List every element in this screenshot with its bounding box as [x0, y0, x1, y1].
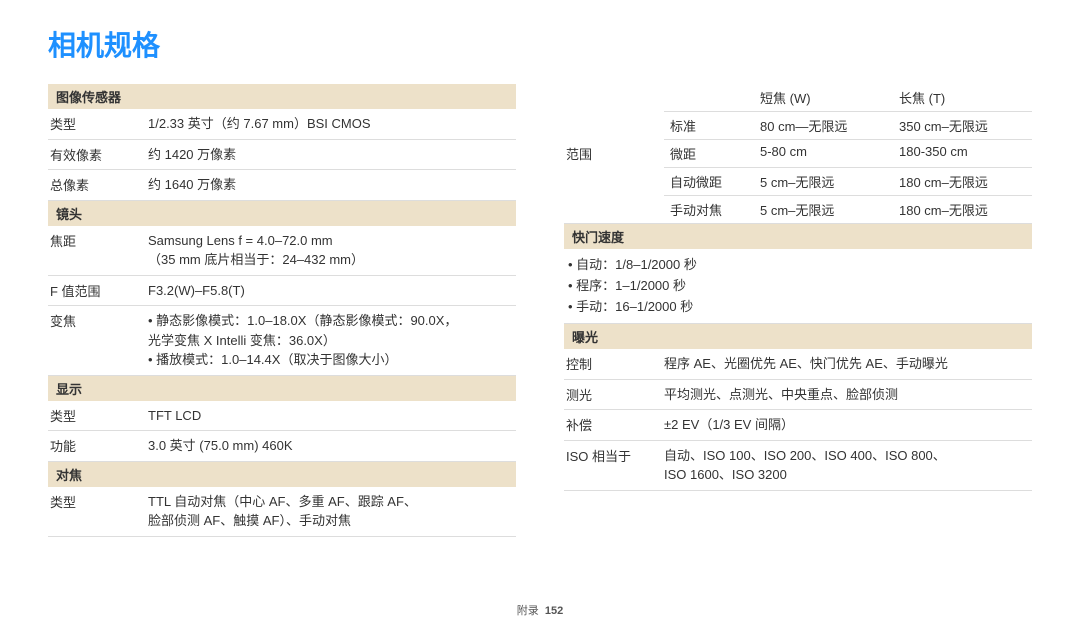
- spec-label: 测光: [564, 385, 664, 405]
- spec-value: 约 1640 万像素: [148, 175, 508, 195]
- spec-label: 类型: [48, 406, 148, 426]
- shutter-item: • 手动：16–1/2000 秒: [568, 297, 1032, 318]
- spec-row: 类型TTL 自动对焦（中心 AF、多重 AF、跟踪 AF、 脸部侦测 AF、触摸…: [48, 487, 516, 537]
- left-column: 图像传感器类型1/2.33 英寸（约 7.67 mm）BSI CMOS有效像素约…: [48, 84, 516, 537]
- spec-value: 1/2.33 英寸（约 7.67 mm）BSI CMOS: [148, 114, 508, 134]
- range-cell: 180 cm–无限远: [893, 168, 1032, 195]
- spec-value: 程序 AE、光圈优先 AE、快门优先 AE、手动曝光: [664, 354, 1024, 374]
- spec-value: F3.2(W)–F5.8(T): [148, 281, 508, 301]
- spec-label: F 值范围: [48, 281, 148, 301]
- section-header: 显示: [48, 376, 516, 401]
- spec-label: 变焦: [48, 311, 148, 370]
- spec-value: 平均测光、点测光、中央重点、脸部侦测: [664, 385, 1024, 405]
- spec-value: 3.0 英寸 (75.0 mm) 460K: [148, 436, 508, 456]
- spec-label: 控制: [564, 354, 664, 374]
- content-columns: 图像传感器类型1/2.33 英寸（约 7.67 mm）BSI CMOS有效像素约…: [48, 84, 1032, 537]
- section-header: 曝光: [564, 324, 1032, 349]
- range-cell: 手动对焦: [664, 196, 754, 223]
- section-header: 快门速度: [564, 224, 1032, 249]
- spec-value: TFT LCD: [148, 406, 508, 426]
- spec-label: 类型: [48, 492, 148, 531]
- spec-label: 功能: [48, 436, 148, 456]
- page-title: 相机规格: [48, 24, 1032, 64]
- spec-label: 总像素: [48, 175, 148, 195]
- range-cell: 5-80 cm: [754, 140, 893, 167]
- range-label: 范围: [564, 84, 664, 223]
- spec-row: 变焦• 静态影像模式：1.0–18.0X（静态影像模式：90.0X， 光学变焦 …: [48, 306, 516, 376]
- right-column: 范围 短焦 (W)长焦 (T) 标准80 cm—无限远350 cm–无限远微距5-8…: [564, 84, 1032, 537]
- section-header: 对焦: [48, 462, 516, 487]
- spec-row: 控制程序 AE、光圈优先 AE、快门优先 AE、手动曝光: [564, 349, 1032, 380]
- range-header-cell: [664, 84, 754, 111]
- shutter-item: • 自动：1/8–1/2000 秒: [568, 255, 1032, 276]
- spec-row: 功能3.0 英寸 (75.0 mm) 460K: [48, 431, 516, 462]
- spec-row: 类型TFT LCD: [48, 401, 516, 432]
- shutter-list: • 自动：1/8–1/2000 秒• 程序：1–1/2000 秒• 手动：16–…: [564, 249, 1032, 324]
- spec-row: 类型1/2.33 英寸（约 7.67 mm）BSI CMOS: [48, 109, 516, 140]
- range-cell: 80 cm—无限远: [754, 112, 893, 139]
- spec-row: 补偿±2 EV（1/3 EV 间隔）: [564, 410, 1032, 441]
- spec-value: TTL 自动对焦（中心 AF、多重 AF、跟踪 AF、 脸部侦测 AF、触摸 A…: [148, 492, 508, 531]
- spec-value: ±2 EV（1/3 EV 间隔）: [664, 415, 1024, 435]
- footer-page: 152: [545, 605, 563, 617]
- spec-row: 总像素约 1640 万像素: [48, 170, 516, 201]
- spec-label: 补偿: [564, 415, 664, 435]
- range-cell: 标准: [664, 112, 754, 139]
- range-cell: 5 cm–无限远: [754, 168, 893, 195]
- spec-row: 焦距Samsung Lens f = 4.0–72.0 mm （35 mm 底片…: [48, 226, 516, 276]
- range-cell: 180 cm–无限远: [893, 196, 1032, 223]
- spec-row: 有效像素约 1420 万像素: [48, 140, 516, 171]
- spec-label: 有效像素: [48, 145, 148, 165]
- range-header-cell: 长焦 (T): [893, 84, 1032, 111]
- spec-row: ISO 相当于自动、ISO 100、ISO 200、ISO 400、ISO 80…: [564, 441, 1032, 491]
- shutter-item: • 程序：1–1/2000 秒: [568, 276, 1032, 297]
- range-cell: 自动微距: [664, 168, 754, 195]
- range-header-cell: 短焦 (W): [754, 84, 893, 111]
- range-cell: 180-350 cm: [893, 140, 1032, 167]
- page-footer: 附录 152: [0, 602, 1080, 618]
- spec-value: 约 1420 万像素: [148, 145, 508, 165]
- spec-value: • 静态影像模式：1.0–18.0X（静态影像模式：90.0X， 光学变焦 X …: [148, 311, 508, 370]
- spec-label: 焦距: [48, 231, 148, 270]
- spec-label: ISO 相当于: [564, 446, 664, 485]
- range-cell: 微距: [664, 140, 754, 167]
- range-block: 范围 短焦 (W)长焦 (T) 标准80 cm—无限远350 cm–无限远微距5-8…: [564, 84, 1032, 224]
- spec-row: F 值范围F3.2(W)–F5.8(T): [48, 276, 516, 307]
- range-cell: 5 cm–无限远: [754, 196, 893, 223]
- spec-label: 类型: [48, 114, 148, 134]
- range-cell: 350 cm–无限远: [893, 112, 1032, 139]
- section-header: 图像传感器: [48, 84, 516, 109]
- range-grid: 短焦 (W)长焦 (T) 标准80 cm—无限远350 cm–无限远微距5-80 …: [664, 84, 1032, 223]
- footer-label: 附录: [517, 605, 539, 617]
- spec-value: Samsung Lens f = 4.0–72.0 mm （35 mm 底片相当…: [148, 231, 508, 270]
- section-header: 镜头: [48, 201, 516, 226]
- spec-value: 自动、ISO 100、ISO 200、ISO 400、ISO 800、 ISO …: [664, 446, 1024, 485]
- spec-row: 测光平均测光、点测光、中央重点、脸部侦测: [564, 380, 1032, 411]
